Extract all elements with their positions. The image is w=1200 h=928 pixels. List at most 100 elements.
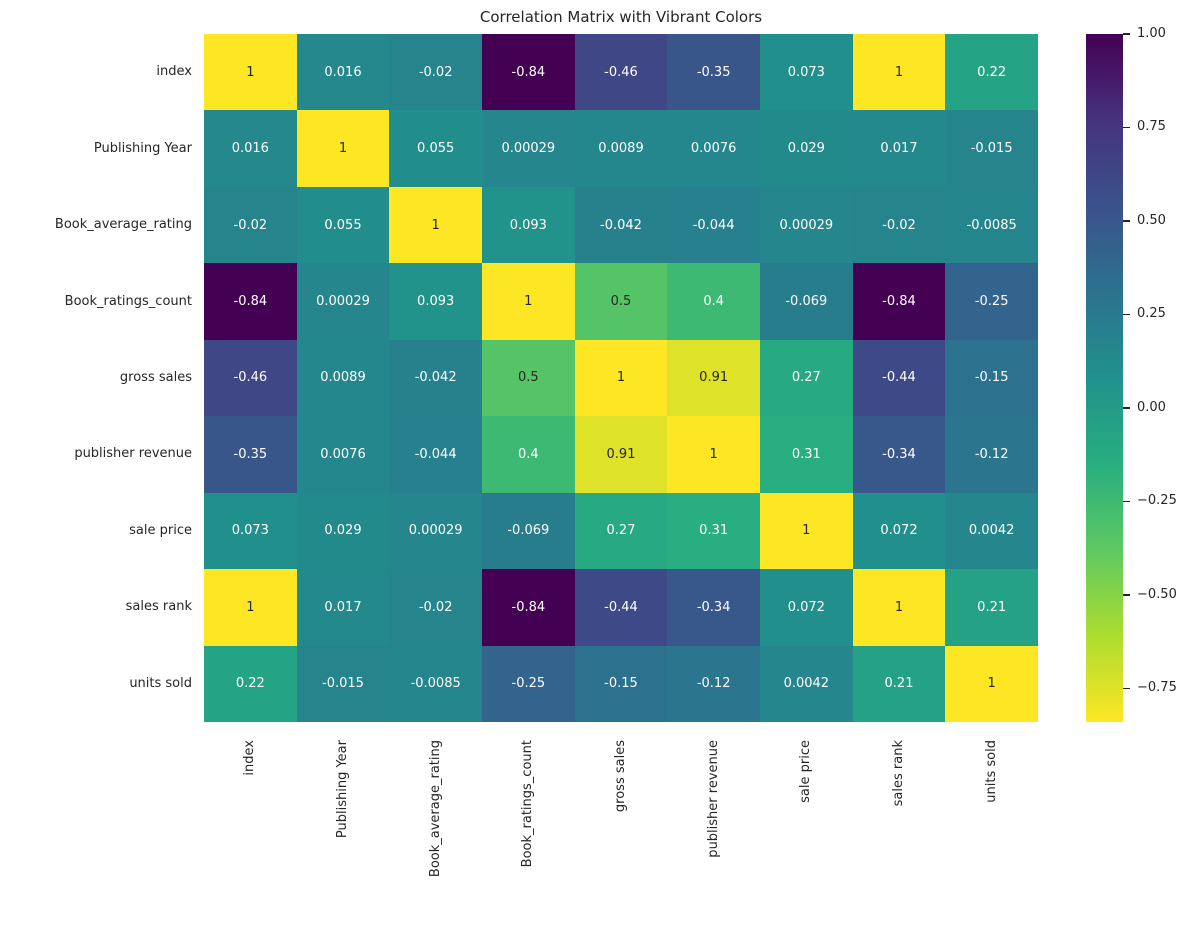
heatmap-cell: -0.042: [389, 339, 482, 417]
heatmap-cell: 0.073: [204, 492, 297, 570]
heatmap-cell: -0.44: [574, 569, 668, 646]
heatmap-cell: 0.21: [852, 645, 946, 722]
colorbar-tick-label: −0.50: [1137, 586, 1177, 602]
heatmap-cell: 0.5: [481, 339, 575, 417]
y-axis-label: publisher revenue: [74, 446, 192, 462]
heatmap-cell: 0.072: [852, 492, 946, 570]
heatmap-cell: 0.072: [759, 569, 853, 646]
heatmap-cell: 1: [574, 339, 668, 417]
colorbar-tick: [1123, 407, 1130, 409]
heatmap-cell: -0.044: [667, 186, 760, 264]
heatmap-cell: 1: [945, 645, 1038, 722]
heatmap-cell: 0.00029: [759, 186, 853, 264]
x-axis-label: sales rank: [891, 740, 906, 807]
y-axis-label: index: [156, 64, 192, 80]
heatmap-cell: 1: [389, 186, 482, 264]
heatmap-cell: 0.029: [759, 110, 853, 187]
heatmap-cell: -0.015: [296, 645, 390, 722]
heatmap-cell: -0.042: [574, 186, 668, 264]
colorbar-tick-label: −0.75: [1137, 680, 1177, 696]
heatmap-cell: -0.069: [481, 492, 575, 570]
heatmap-cell: -0.34: [852, 416, 946, 493]
y-axis-label: units sold: [129, 675, 192, 691]
heatmap: 1 0.016 -0.02 -0.84 -0.46 -0.35 0.073 1 0.22 0.01…: [204, 34, 1038, 722]
heatmap-cell: 0.91: [667, 339, 760, 417]
heatmap-cell: 0.31: [759, 416, 853, 493]
heatmap-cell: 1: [296, 110, 390, 187]
colorbar-tick-label: −0.25: [1137, 493, 1177, 509]
colorbar-tick: [1123, 500, 1130, 503]
heatmap-cell: -0.0085: [389, 645, 482, 722]
y-axis-label: gross sales: [119, 370, 192, 385]
colorbar-tick: [1123, 687, 1130, 690]
heatmap-cell: 1: [481, 263, 575, 340]
heatmap-cell: 0.0042: [759, 645, 853, 722]
colorbar-tick-label: 0.25: [1137, 306, 1166, 322]
heatmap-cell: -0.35: [204, 416, 297, 493]
heatmap-cell: -0.15: [945, 339, 1038, 417]
heatmap-cell: -0.46: [204, 339, 297, 417]
heatmap-cell: 0.055: [389, 110, 482, 187]
heatmap-cell: -0.12: [667, 645, 760, 722]
heatmap-cell: 0.91: [574, 416, 668, 493]
x-axis-label: units sold: [983, 740, 999, 803]
heatmap-cell: -0.34: [667, 569, 760, 646]
x-axis-label: gross sales: [613, 740, 628, 813]
heatmap-cell: -0.02: [389, 569, 482, 646]
heatmap-cell: 1: [667, 416, 760, 493]
heatmap-cell: 0.27: [759, 339, 853, 417]
heatmap-cell: -0.12: [945, 416, 1038, 493]
y-axis-label: sales rank: [125, 599, 192, 615]
x-axis-label: publisher revenue: [705, 740, 721, 858]
y-axis-label: Book_average_rating: [54, 217, 192, 233]
heatmap-cell: 0.055: [296, 186, 390, 264]
colorbar-tick: [1123, 33, 1130, 35]
heatmap-cell: 0.5: [574, 263, 668, 340]
heatmap-cell: -0.35: [667, 34, 760, 111]
y-axis-label: Publishing Year: [93, 140, 192, 156]
heatmap-cell: 0.017: [852, 110, 946, 187]
y-axis-label: Book_ratings_count: [64, 293, 192, 309]
colorbar-tick: [1123, 594, 1130, 596]
x-axis-label: Book_average_rating: [427, 740, 443, 878]
heatmap-cell: -0.02: [852, 186, 946, 264]
heatmap-cell: 1: [759, 492, 853, 570]
heatmap-cell: -0.15: [574, 645, 668, 722]
heatmap-cell: -0.84: [481, 34, 575, 111]
heatmap-cell: 1: [852, 34, 946, 111]
heatmap-cell: -0.84: [204, 263, 297, 340]
heatmap-cell: -0.44: [852, 339, 946, 417]
heatmap-cell: 0.31: [667, 492, 760, 570]
heatmap-cell: -0.25: [945, 263, 1038, 340]
heatmap-cell: 1: [852, 569, 946, 646]
heatmap-cell: 0.016: [204, 110, 297, 187]
heatmap-cell: -0.069: [759, 263, 853, 340]
heatmap-cell: 0.017: [296, 569, 390, 646]
heatmap-cell: 0.22: [945, 34, 1038, 111]
colorbar-tick: [1123, 220, 1130, 222]
heatmap-cell: 1: [204, 569, 297, 646]
colorbar-tick-label: 1.00: [1137, 26, 1166, 41]
heatmap-cell: 0.0076: [667, 110, 760, 187]
heatmap-cell: -0.02: [204, 186, 297, 264]
heatmap-cell: 0.00029: [296, 263, 390, 340]
heatmap-cell: 0.4: [481, 416, 575, 493]
heatmap-cell: 0.093: [481, 186, 575, 264]
x-axis-label: Publishing Year: [335, 740, 350, 839]
colorbar-tick: [1123, 313, 1130, 316]
x-axis-label: Book_ratings_count: [520, 740, 536, 868]
x-axis-label: index: [242, 740, 258, 776]
heatmap-cell: -0.46: [574, 34, 668, 111]
colorbar-tick-label: 0.50: [1137, 212, 1166, 228]
y-axis-label: sale price: [129, 522, 192, 538]
x-axis-label: sale price: [798, 740, 814, 803]
heatmap-cell: -0.02: [389, 34, 482, 111]
heatmap-cell: 0.00029: [481, 110, 575, 187]
colorbar-gradient: [1086, 34, 1123, 722]
heatmap-cell: 0.0089: [574, 110, 668, 187]
heatmap-cell: 0.0076: [296, 416, 390, 493]
heatmap-cell: 0.016: [296, 34, 390, 111]
heatmap-cell: 0.0042: [945, 492, 1038, 570]
heatmap-cell: 0.00029: [389, 492, 482, 570]
heatmap-cell: 0.073: [759, 34, 853, 111]
